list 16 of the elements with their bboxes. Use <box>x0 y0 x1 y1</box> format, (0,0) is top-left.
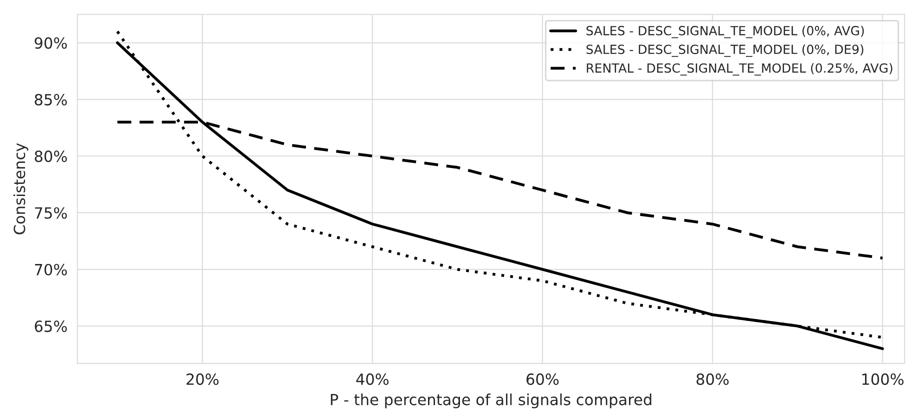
x-tick-label: 80% <box>696 373 729 385</box>
y-axis-title: Consistency <box>13 143 28 234</box>
y-tick-label: 80% <box>34 150 67 162</box>
y-tick-label: 70% <box>35 264 67 276</box>
legend-label: SALES - DESC_SIGNAL_TE_MODEL (0%, AVG) <box>586 26 864 38</box>
x-tick-label: 20% <box>186 373 219 385</box>
x-tick-label: 100% <box>862 373 904 385</box>
legend-label: SALES - DESC_SIGNAL_TE_MODEL (0%, DE9) <box>586 44 864 57</box>
y-tick-label: 85% <box>34 94 67 106</box>
y-tick-label: 90% <box>34 37 67 49</box>
legend-label: RENTAL - DESC_SIGNAL_TE_MODEL (0.25%, AVG) <box>586 63 892 76</box>
x-tick-label: 60% <box>526 373 559 385</box>
y-tick-label: 75% <box>35 207 67 219</box>
x-tick-label: 40% <box>356 373 389 385</box>
x-axis-title: P - the percentage of all signals compared <box>330 394 652 408</box>
y-tick-label: 65% <box>34 320 67 332</box>
